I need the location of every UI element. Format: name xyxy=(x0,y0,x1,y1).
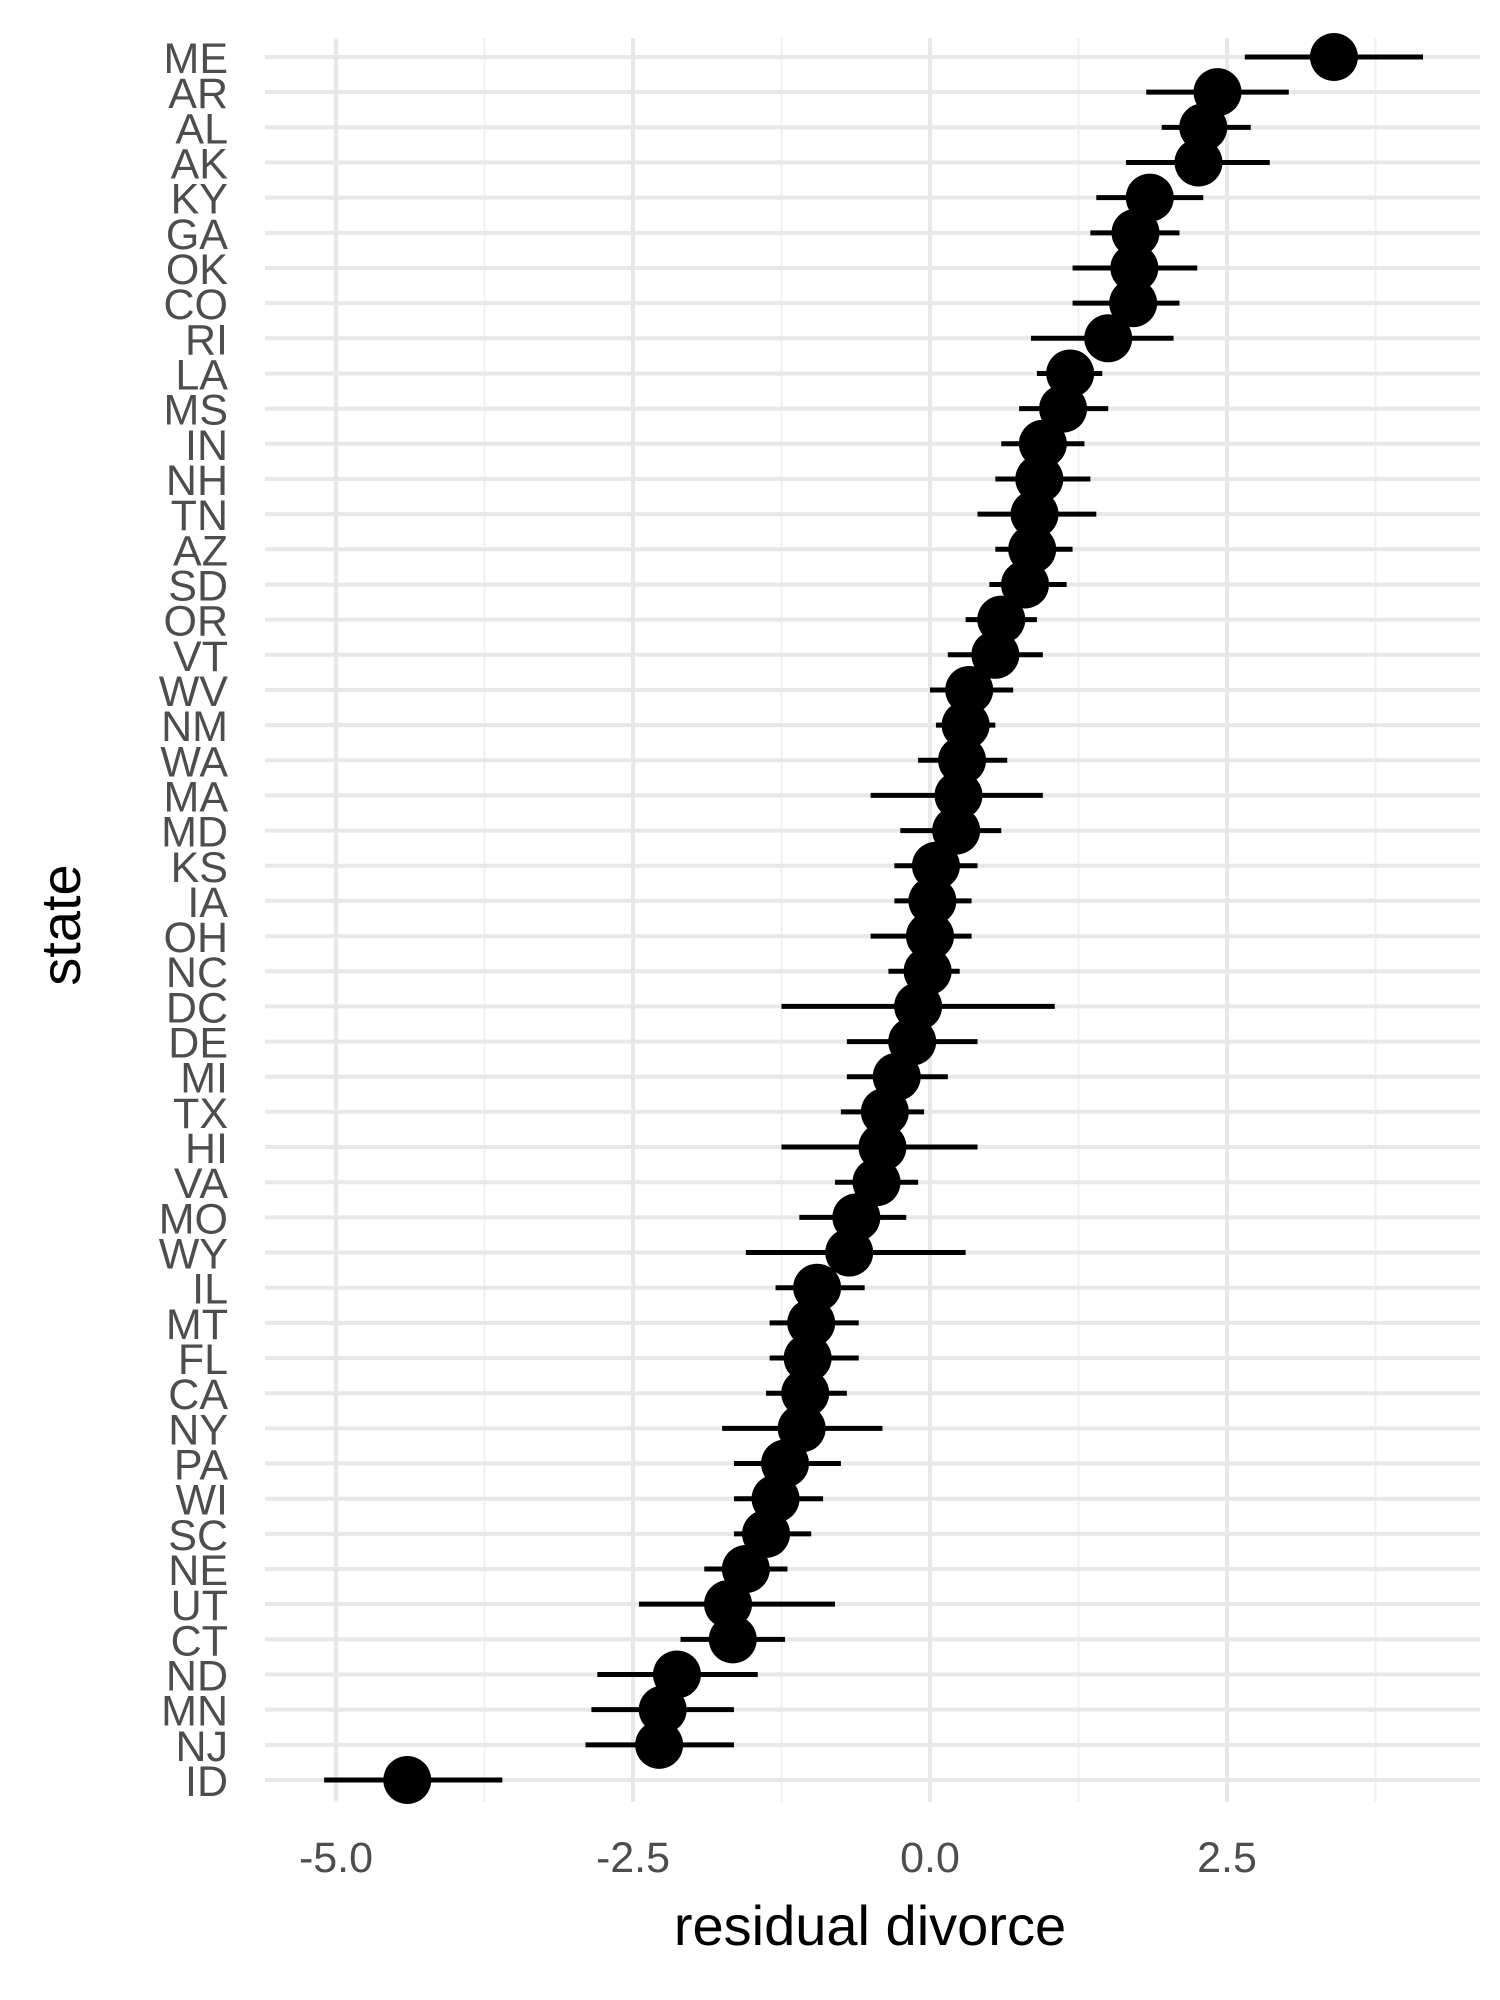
y-tick-label: WV xyxy=(159,668,229,716)
estimate-point xyxy=(908,876,957,925)
grid-lines xyxy=(265,38,1480,1802)
data-marks xyxy=(324,33,1424,1804)
estimate-point xyxy=(1084,314,1133,363)
y-tick-label: WY xyxy=(159,1231,228,1279)
estimate-point xyxy=(635,1720,684,1769)
y-tick-label: ND xyxy=(166,1653,228,1701)
y-tick-label: SD xyxy=(168,562,228,610)
y-tick-label: MI xyxy=(180,1055,228,1103)
y-tick-label: LA xyxy=(175,351,228,399)
y-tick-label: MO xyxy=(159,1195,228,1243)
y-tick-label: TN xyxy=(171,492,228,540)
y-tick-label: FL xyxy=(178,1336,228,1384)
y-tick-label: HI xyxy=(185,1125,228,1173)
y-tick-label: VT xyxy=(173,633,228,681)
y-tick-label: NJ xyxy=(175,1723,228,1771)
y-tick-label: GA xyxy=(166,211,228,259)
estimate-point xyxy=(1015,454,1064,503)
y-axis-title: state xyxy=(29,864,92,985)
estimate-point xyxy=(971,630,1020,679)
estimate-point xyxy=(781,1369,830,1418)
y-tick-label: IN xyxy=(185,422,228,470)
y-tick-label: ME xyxy=(164,35,229,83)
estimate-point xyxy=(783,1334,832,1383)
estimate-point xyxy=(1110,243,1159,292)
x-tick-labels: -5.0 -2.5 0.0 2.5 xyxy=(299,1834,1257,1882)
y-tick-label: CA xyxy=(168,1371,228,1419)
y-tick-label: AK xyxy=(171,140,229,188)
estimate-point xyxy=(938,736,987,785)
estimate-point xyxy=(852,1158,901,1207)
y-tick-label: AL xyxy=(175,105,228,153)
x-tick-label: 0.0 xyxy=(900,1834,960,1882)
estimate-point xyxy=(704,1580,753,1629)
y-tick-label: CO xyxy=(164,281,229,329)
y-tick-label: NM xyxy=(161,703,228,751)
y-tick-label: AZ xyxy=(173,527,228,575)
y-tick-label: KS xyxy=(171,844,228,892)
y-tick-label: DC xyxy=(166,984,228,1032)
y-tick-label: KY xyxy=(171,176,228,224)
estimate-point xyxy=(945,665,994,714)
y-tick-label: OR xyxy=(164,598,229,646)
estimate-point xyxy=(932,806,981,855)
estimate-point xyxy=(383,1756,432,1804)
estimate-point xyxy=(1001,560,1050,609)
estimate-point xyxy=(911,841,960,890)
x-tick-label: -5.0 xyxy=(299,1834,373,1882)
y-tick-label: UT xyxy=(171,1582,228,1630)
estimate-point xyxy=(906,912,954,961)
y-tick-label: CT xyxy=(171,1617,228,1665)
y-tick-label: MT xyxy=(166,1301,228,1349)
y-tick-label: MA xyxy=(164,773,229,821)
y-tick-label: NE xyxy=(168,1547,228,1595)
y-tick-label: NY xyxy=(168,1406,228,1454)
y-tick-label: DE xyxy=(168,1020,228,1068)
estimate-point xyxy=(860,1087,909,1136)
y-tick-label: ID xyxy=(185,1758,228,1806)
estimate-point xyxy=(1010,490,1059,539)
x-tick-label: 2.5 xyxy=(1197,1834,1257,1882)
y-tick-label: PA xyxy=(174,1442,228,1490)
estimate-point xyxy=(1018,419,1067,468)
x-tick-label: -2.5 xyxy=(596,1834,670,1882)
y-tick-label: TX xyxy=(173,1090,228,1138)
y-tick-label: WA xyxy=(160,738,228,786)
estimate-point xyxy=(787,1298,836,1347)
estimate-point xyxy=(1039,384,1088,433)
y-tick-label: MN xyxy=(161,1688,228,1736)
y-tick-label: VA xyxy=(174,1160,228,1208)
estimate-point xyxy=(742,1509,791,1558)
estimate-point xyxy=(1309,33,1358,81)
y-tick-label: IA xyxy=(187,879,228,927)
y-tick-label: OK xyxy=(166,246,228,294)
estimate-point xyxy=(941,701,990,750)
y-tick-labels: MEARALAKKYGAOKCORILAMSINNHTNAZSDORVTWVNM… xyxy=(159,35,229,1806)
y-tick-label: WI xyxy=(175,1477,228,1525)
estimate-point xyxy=(638,1685,687,1734)
estimate-point xyxy=(708,1615,757,1664)
y-tick-label: NC xyxy=(166,949,228,997)
y-tick-label: MD xyxy=(161,809,228,857)
estimate-point xyxy=(934,771,983,820)
estimate-point xyxy=(1174,138,1223,187)
x-axis-title: residual divorce xyxy=(674,1894,1066,1957)
estimate-point xyxy=(1111,208,1160,257)
y-tick-label: AR xyxy=(168,70,228,118)
y-tick-label: RI xyxy=(185,316,228,364)
estimate-point xyxy=(1109,279,1158,328)
estimate-point xyxy=(825,1228,874,1277)
y-tick-label: MS xyxy=(164,387,229,435)
y-tick-label: SC xyxy=(168,1512,228,1560)
estimate-point xyxy=(1179,103,1228,152)
y-tick-label: NH xyxy=(166,457,228,505)
y-tick-label: OH xyxy=(164,914,229,962)
y-tick-label: IL xyxy=(192,1266,228,1314)
